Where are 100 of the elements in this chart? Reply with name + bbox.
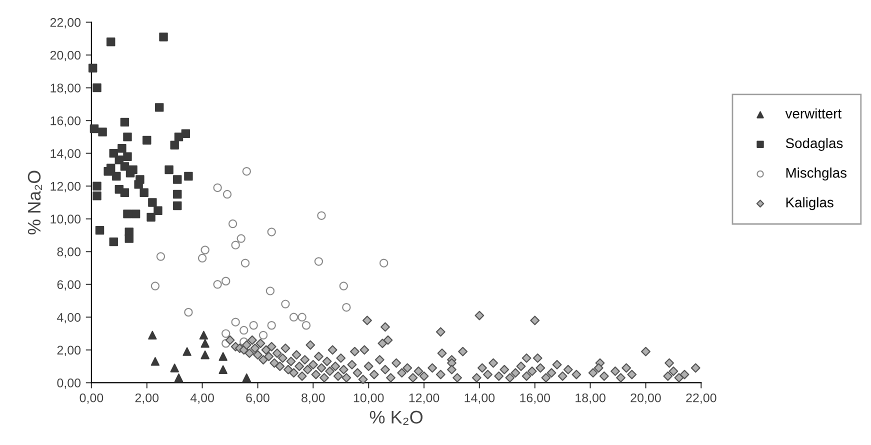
y-tick-label: 10,00 <box>50 214 81 225</box>
x-tick-label: 22,00 <box>686 393 716 404</box>
point <box>92 83 102 92</box>
point <box>249 320 258 330</box>
point <box>88 64 98 72</box>
point <box>154 206 162 216</box>
point <box>281 300 290 308</box>
point <box>146 212 156 222</box>
point <box>231 318 240 326</box>
x-tick-label: 6,00 <box>246 393 270 404</box>
point <box>236 234 246 243</box>
point <box>258 330 268 340</box>
point <box>98 128 107 136</box>
x-tick-label: 18,00 <box>576 393 606 404</box>
point <box>200 339 210 348</box>
point <box>240 326 248 335</box>
point <box>317 211 326 220</box>
point <box>182 347 192 356</box>
point <box>131 210 140 218</box>
point <box>218 352 228 361</box>
point <box>123 152 132 161</box>
point <box>114 185 124 194</box>
point <box>240 258 250 268</box>
point <box>174 373 184 382</box>
y-tick-label: 22,00 <box>50 18 81 28</box>
point <box>213 183 222 192</box>
x-tick-label: 8,00 <box>302 393 325 404</box>
point <box>106 38 116 46</box>
point <box>184 308 193 317</box>
point <box>242 166 252 176</box>
y-tick-label: 18,00 <box>50 84 81 94</box>
point <box>199 330 208 340</box>
point <box>267 228 276 236</box>
point <box>200 246 210 254</box>
point <box>302 320 311 330</box>
point <box>95 226 104 235</box>
point <box>170 364 179 372</box>
point <box>200 350 210 360</box>
y-tick-label: 6,00 <box>57 280 81 291</box>
point <box>92 192 102 200</box>
x-tick-label: 20,00 <box>630 393 661 404</box>
point <box>109 237 118 246</box>
x-tick-label: 4,00 <box>190 393 214 404</box>
point <box>314 257 324 266</box>
point <box>120 118 130 127</box>
point <box>242 373 252 382</box>
point <box>118 144 126 153</box>
point <box>156 252 166 261</box>
point <box>267 320 276 330</box>
point <box>222 276 230 286</box>
point <box>123 210 132 218</box>
y-tick-label: 2,00 <box>57 346 81 356</box>
point <box>213 280 222 289</box>
x-tick-label: 0,00 <box>80 393 104 404</box>
point <box>174 132 184 142</box>
point <box>140 188 148 198</box>
point <box>198 254 207 263</box>
point <box>92 182 102 190</box>
y-tick-label: 12,00 <box>50 182 81 192</box>
x-tick-label: 16,00 <box>520 393 550 404</box>
point <box>184 172 193 181</box>
x-tick-label: 2,00 <box>135 393 159 404</box>
point <box>148 330 157 340</box>
legend-label: verwittert <box>785 108 842 119</box>
point <box>148 198 157 207</box>
legend-label: Kaliglas <box>786 197 834 210</box>
legend-label: Mischglas <box>786 168 847 180</box>
point <box>289 312 298 322</box>
point <box>228 219 238 228</box>
y-tick-label: 8,00 <box>57 247 81 258</box>
point <box>173 190 182 199</box>
point <box>159 32 168 42</box>
x-axis-title: % K₂O <box>370 410 423 425</box>
y-tick-label: 4,00 <box>57 312 81 324</box>
point <box>170 140 179 150</box>
y-tick-label: 0,00 <box>57 378 81 389</box>
point <box>120 162 130 171</box>
point <box>112 172 121 181</box>
point <box>222 329 230 338</box>
point <box>231 240 240 250</box>
x-tick-label: 12,00 <box>409 393 440 404</box>
point <box>298 312 306 322</box>
x-tick-label: 10,00 <box>354 393 384 404</box>
point <box>128 165 138 174</box>
point <box>173 175 182 184</box>
x-tick-label: 14,00 <box>464 393 495 404</box>
y-axis-title: % Na₂O <box>28 170 42 234</box>
point <box>342 302 351 312</box>
point <box>164 165 174 174</box>
point <box>150 357 160 366</box>
point <box>379 258 388 268</box>
point <box>222 190 232 199</box>
point <box>104 166 112 176</box>
y-tick-label: 20,00 <box>50 50 81 62</box>
point <box>173 201 182 210</box>
legend-label: Sodaglas <box>786 138 843 151</box>
point <box>134 180 143 189</box>
y-tick-label: 14,00 <box>50 149 81 160</box>
point <box>154 103 164 112</box>
point <box>266 286 275 296</box>
